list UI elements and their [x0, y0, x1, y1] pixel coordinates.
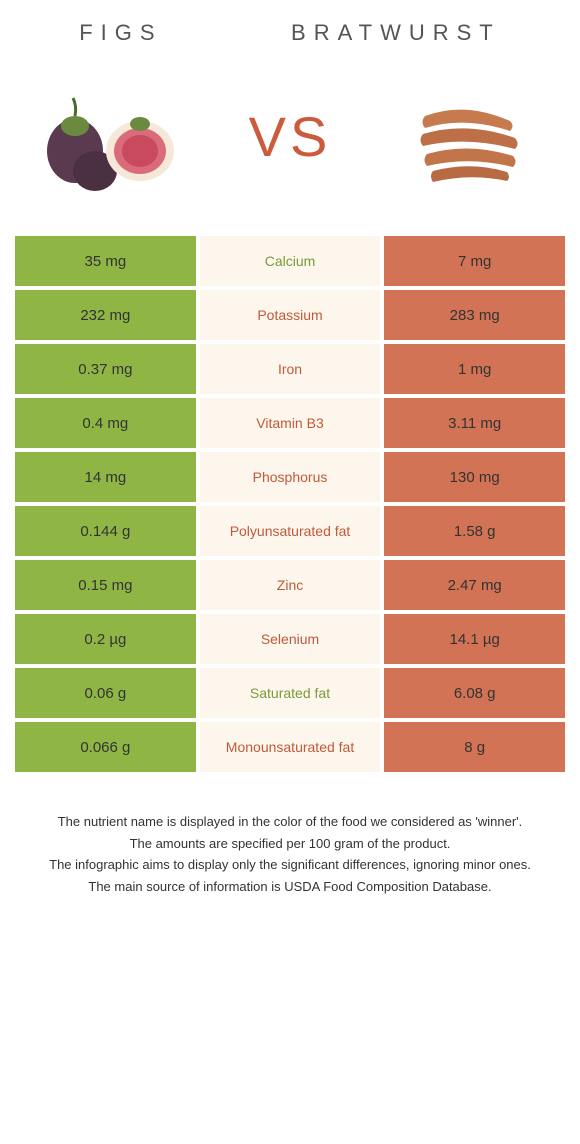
footnote-line: The infographic aims to display only the… [35, 855, 545, 875]
bratwurst-image [395, 76, 545, 196]
left-value: 35 mg [15, 236, 196, 286]
figs-image [35, 76, 185, 196]
right-value: 7 mg [384, 236, 565, 286]
nutrient-name: Iron [200, 344, 381, 394]
nutrient-row: 35 mgCalcium7 mg [15, 236, 565, 286]
nutrient-name: Zinc [200, 560, 381, 610]
left-value: 0.06 g [15, 668, 196, 718]
right-value: 130 mg [384, 452, 565, 502]
nutrient-name: Monounsaturated fat [200, 722, 381, 772]
right-value: 2.47 mg [384, 560, 565, 610]
footnotes: The nutrient name is displayed in the co… [15, 812, 565, 898]
left-value: 0.37 mg [15, 344, 196, 394]
left-value: 0.4 mg [15, 398, 196, 448]
left-value: 0.2 µg [15, 614, 196, 664]
nutrient-row: 0.4 mgVitamin B33.11 mg [15, 398, 565, 448]
nutrient-row: 232 mgPotassium283 mg [15, 290, 565, 340]
nutrient-name: Vitamin B3 [200, 398, 381, 448]
right-food-title: BRATWURST [291, 20, 501, 46]
nutrient-name: Phosphorus [200, 452, 381, 502]
nutrient-row: 0.15 mgZinc2.47 mg [15, 560, 565, 610]
nutrient-table: 35 mgCalcium7 mg232 mgPotassium283 mg0.3… [15, 236, 565, 772]
footnote-line: The nutrient name is displayed in the co… [35, 812, 545, 832]
nutrient-name: Calcium [200, 236, 381, 286]
right-value: 3.11 mg [384, 398, 565, 448]
nutrient-row: 14 mgPhosphorus130 mg [15, 452, 565, 502]
nutrient-name: Polyunsaturated fat [200, 506, 381, 556]
footnote-line: The main source of information is USDA F… [35, 877, 545, 897]
left-value: 232 mg [15, 290, 196, 340]
left-value: 14 mg [15, 452, 196, 502]
right-value: 14.1 µg [384, 614, 565, 664]
right-value: 1 mg [384, 344, 565, 394]
nutrient-name: Potassium [200, 290, 381, 340]
left-value: 0.066 g [15, 722, 196, 772]
nutrient-name: Selenium [200, 614, 381, 664]
right-value: 6.08 g [384, 668, 565, 718]
footnote-line: The amounts are specified per 100 gram o… [35, 834, 545, 854]
right-value: 283 mg [384, 290, 565, 340]
right-value: 8 g [384, 722, 565, 772]
infographic-container: FIGS BRATWURST VS 35 mg [0, 0, 580, 1144]
nutrient-row: 0.2 µgSelenium14.1 µg [15, 614, 565, 664]
nutrient-row: 0.37 mgIron1 mg [15, 344, 565, 394]
right-value: 1.58 g [384, 506, 565, 556]
titles-row: FIGS BRATWURST [15, 20, 565, 46]
left-value: 0.144 g [15, 506, 196, 556]
left-food-title: FIGS [79, 20, 162, 46]
nutrient-row: 0.06 gSaturated fat6.08 g [15, 668, 565, 718]
images-row: VS [15, 76, 565, 196]
left-value: 0.15 mg [15, 560, 196, 610]
nutrient-name: Saturated fat [200, 668, 381, 718]
nutrient-row: 0.066 gMonounsaturated fat8 g [15, 722, 565, 772]
vs-label: VS [249, 104, 332, 169]
nutrient-row: 0.144 gPolyunsaturated fat1.58 g [15, 506, 565, 556]
